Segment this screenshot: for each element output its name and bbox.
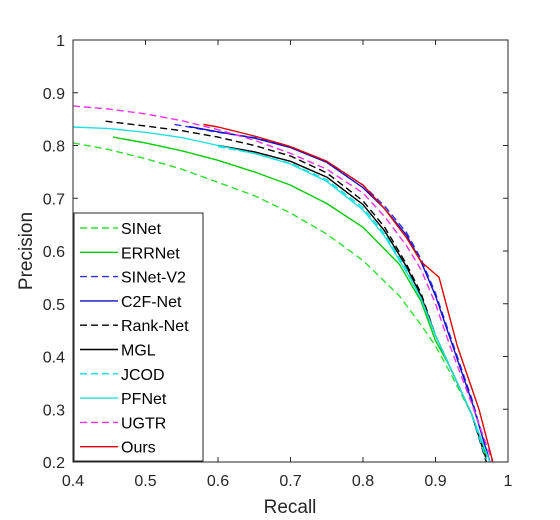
ticks-layer: 0.4 0.5 0.6 0.7 0.8 0.9 1 0.2 0.3 0.4 0.5 0.6 0.7 0.8… — [43, 33, 513, 490]
x-axis-label: Recall — [264, 497, 317, 518]
legend-entry: MGL — [121, 343, 156, 360]
legend-entry: Ours — [121, 440, 156, 457]
y-tick-label: 0.8 — [43, 139, 65, 156]
legend-entry: Rank-Net — [121, 318, 189, 335]
legend-entry: SINet — [121, 221, 162, 238]
legend-box — [73, 212, 204, 462]
x-tick-label: 1 — [504, 473, 513, 490]
series-line-pfnet — [73, 126, 491, 462]
y-tick-label: 0.2 — [43, 455, 65, 472]
x-tick-label: 0.6 — [207, 473, 229, 490]
legend-entry: JCOD — [121, 367, 165, 384]
y-tick-label: 0.3 — [43, 402, 65, 419]
series-line-ugtr — [73, 105, 494, 462]
x-tick-label: 0.7 — [279, 473, 301, 490]
series-line-ours — [203, 123, 494, 462]
y-tick-label: 1 — [56, 33, 65, 50]
legend-entry: C2F-Net — [121, 294, 182, 311]
y-tick-label: 0.4 — [43, 350, 65, 367]
y-tick-label: 0.5 — [43, 297, 65, 314]
legend-entry: PFNet — [121, 391, 167, 408]
legend: SINet ERRNet SINet-V2 C2F-Net Rank-Net MGL JCO… — [73, 212, 204, 462]
x-tick-label: 0.5 — [134, 473, 156, 490]
x-tick-label: 0.8 — [352, 473, 374, 490]
y-tick-label: 0.6 — [43, 244, 65, 261]
x-tick-label: 0.9 — [424, 473, 446, 490]
series-layer — [73, 105, 494, 462]
y-tick-label: 0.9 — [43, 86, 65, 103]
y-tick-label: 0.7 — [43, 191, 65, 208]
legend-entry: ERRNet — [121, 245, 180, 262]
legend-entry: UGTR — [121, 415, 166, 432]
y-axis-label: Precision — [16, 212, 37, 290]
x-tick-label: 0.4 — [62, 473, 84, 490]
legend-entry: SINet-V2 — [121, 270, 186, 287]
